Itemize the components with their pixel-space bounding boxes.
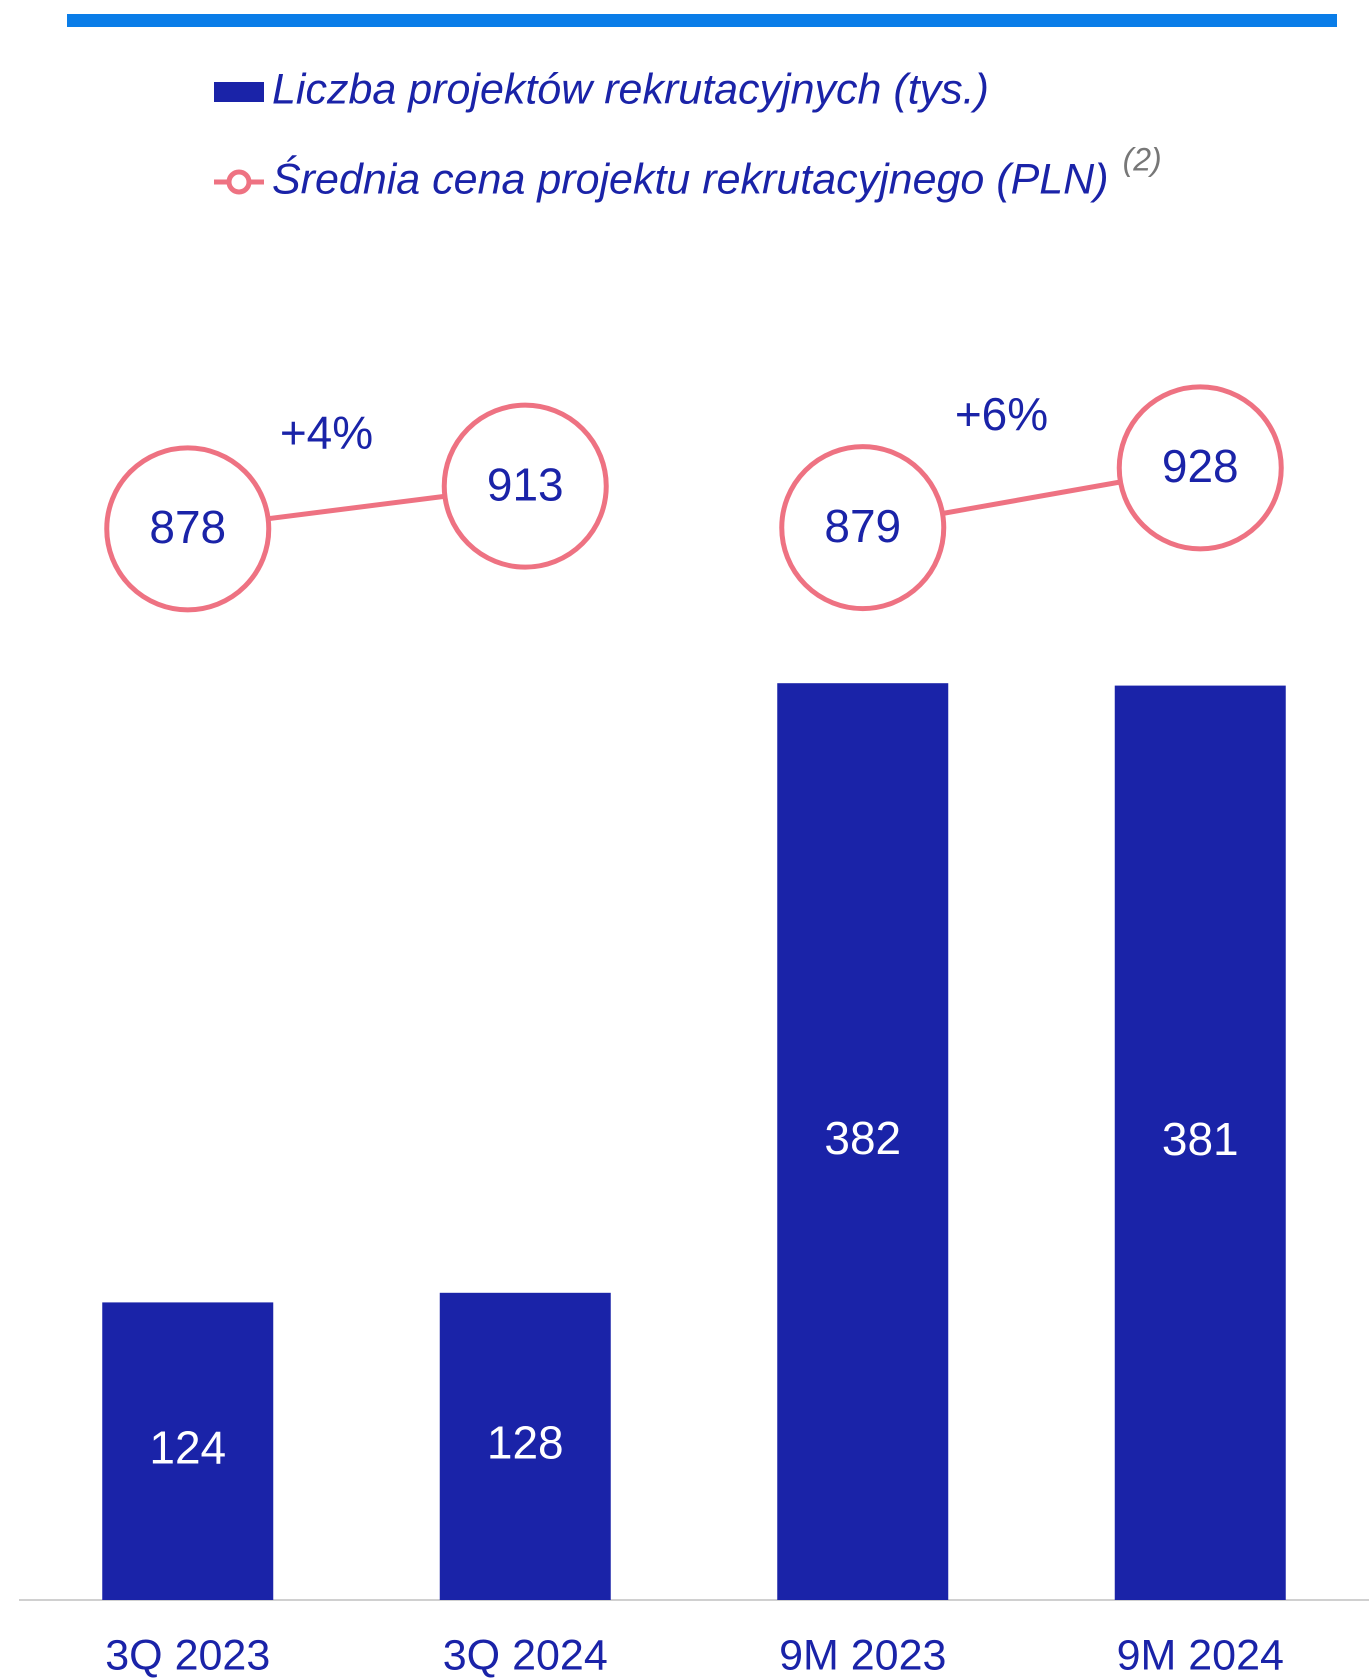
annotation: +4% (280, 406, 373, 458)
line-value-label: 928 (1162, 440, 1239, 492)
line-marker (441, 402, 609, 570)
legend-swatch (214, 82, 264, 102)
x-tick-label: 9M 2023 (779, 1631, 946, 1678)
legend-label: Liczba projektów rekrutacyjnych (tys.) (272, 65, 989, 113)
line-marker (104, 445, 272, 613)
x-tick-label: 3Q 2024 (443, 1631, 608, 1678)
legend-swatch (226, 169, 252, 195)
line-value-label: 879 (824, 500, 901, 552)
x-tick-label: 3Q 2023 (105, 1631, 270, 1678)
bar (102, 1302, 274, 1600)
line-marker (1116, 384, 1284, 552)
bar (777, 683, 949, 1600)
top-rule (67, 14, 1337, 27)
bar-value-label: 381 (1162, 1113, 1239, 1165)
bar (439, 1292, 611, 1600)
legend-label: Średnia cena projektu rekrutacyjnego (PL… (272, 154, 1109, 203)
legend-note: (2) (1123, 141, 1162, 177)
line-marker (779, 444, 947, 612)
line-value-label: 878 (149, 501, 226, 553)
annotation: +6% (955, 388, 1048, 440)
bar-value-label: 124 (149, 1421, 226, 1473)
bar (1114, 685, 1286, 1600)
x-tick-label: 9M 2024 (1117, 1631, 1284, 1678)
bar-value-label: 128 (487, 1417, 564, 1469)
bar-value-label: 382 (824, 1112, 901, 1164)
line-value-label: 913 (487, 458, 564, 510)
